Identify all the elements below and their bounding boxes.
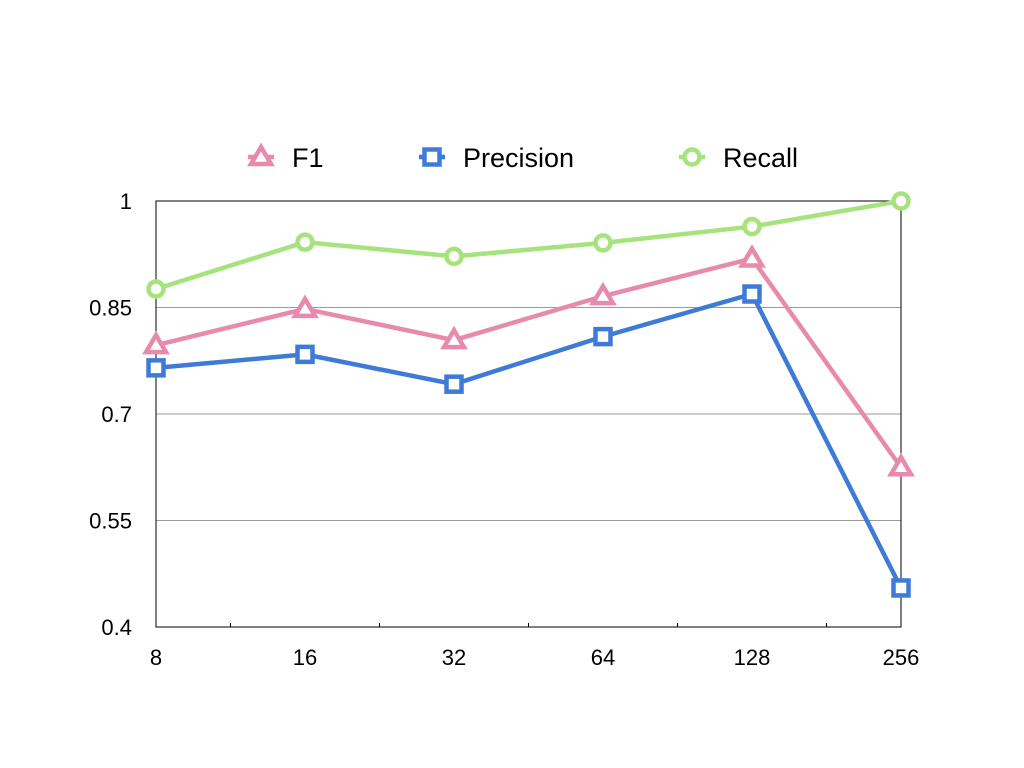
legend-label: Precision — [463, 143, 574, 173]
x-tick-label: 8 — [150, 645, 162, 670]
recall-point — [891, 191, 911, 211]
recall-line — [155, 198, 902, 292]
y-tick-label: 0.55 — [89, 509, 132, 534]
legend-label: Recall — [723, 143, 798, 173]
series-f1 — [142, 244, 915, 477]
recall-point — [295, 232, 315, 252]
precision-point — [295, 344, 315, 365]
x-tick-label: 128 — [734, 645, 771, 670]
f1-line — [155, 256, 903, 469]
f1-point — [142, 330, 170, 355]
legend-item-recall: Recall — [679, 143, 798, 173]
recall-point — [593, 233, 613, 253]
f1-point — [738, 244, 766, 268]
legend-marker — [682, 147, 702, 167]
legend-marker — [422, 147, 442, 167]
x-tick-label: 256 — [883, 645, 920, 670]
legend-marker — [247, 142, 275, 167]
series-group — [142, 191, 915, 598]
precision-point — [146, 358, 166, 378]
precision-point — [593, 326, 613, 347]
axes: 0.4 0.55 0.7 0.85 1 8 16 32 64 128 256 — [89, 189, 919, 670]
y-tick-label: 0.85 — [89, 296, 132, 321]
precision-point — [742, 284, 762, 304]
legend: F1 Precision Recall — [247, 142, 798, 173]
y-tick-label: 0.4 — [101, 615, 132, 640]
x-tick-label: 16 — [293, 645, 317, 670]
f1-point — [440, 325, 468, 350]
legend-label: F1 — [292, 143, 324, 173]
f1-point — [291, 294, 319, 319]
x-tick-label: 32 — [442, 645, 466, 670]
recall-point — [742, 216, 762, 237]
recall-point — [146, 279, 166, 299]
y-tick-label: 0.7 — [101, 402, 132, 427]
series-precision — [146, 284, 911, 598]
series-recall — [146, 191, 911, 299]
precision-point — [891, 578, 911, 598]
y-tick-label: 1 — [120, 189, 132, 214]
legend-item-f1: F1 — [247, 142, 324, 173]
x-tick-label: 64 — [591, 645, 615, 670]
grid-lines — [156, 307, 901, 521]
f1-point — [589, 281, 617, 306]
precision-line — [155, 291, 904, 589]
legend-item-precision: Precision — [419, 143, 574, 173]
precision-point — [444, 374, 464, 394]
recall-point — [444, 246, 464, 267]
f1-point — [887, 452, 915, 477]
